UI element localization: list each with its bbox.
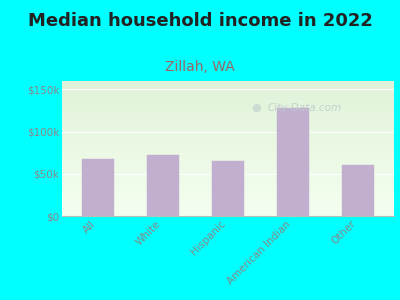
Bar [212,161,244,216]
Bar [82,159,114,216]
Text: Zillah, WA: Zillah, WA [165,60,235,74]
Bar [147,155,179,216]
Bar [342,165,374,216]
Text: City-Data.com: City-Data.com [268,103,342,113]
Bar [277,108,309,216]
Text: Median household income in 2022: Median household income in 2022 [28,12,372,30]
Text: ●: ● [251,103,261,113]
